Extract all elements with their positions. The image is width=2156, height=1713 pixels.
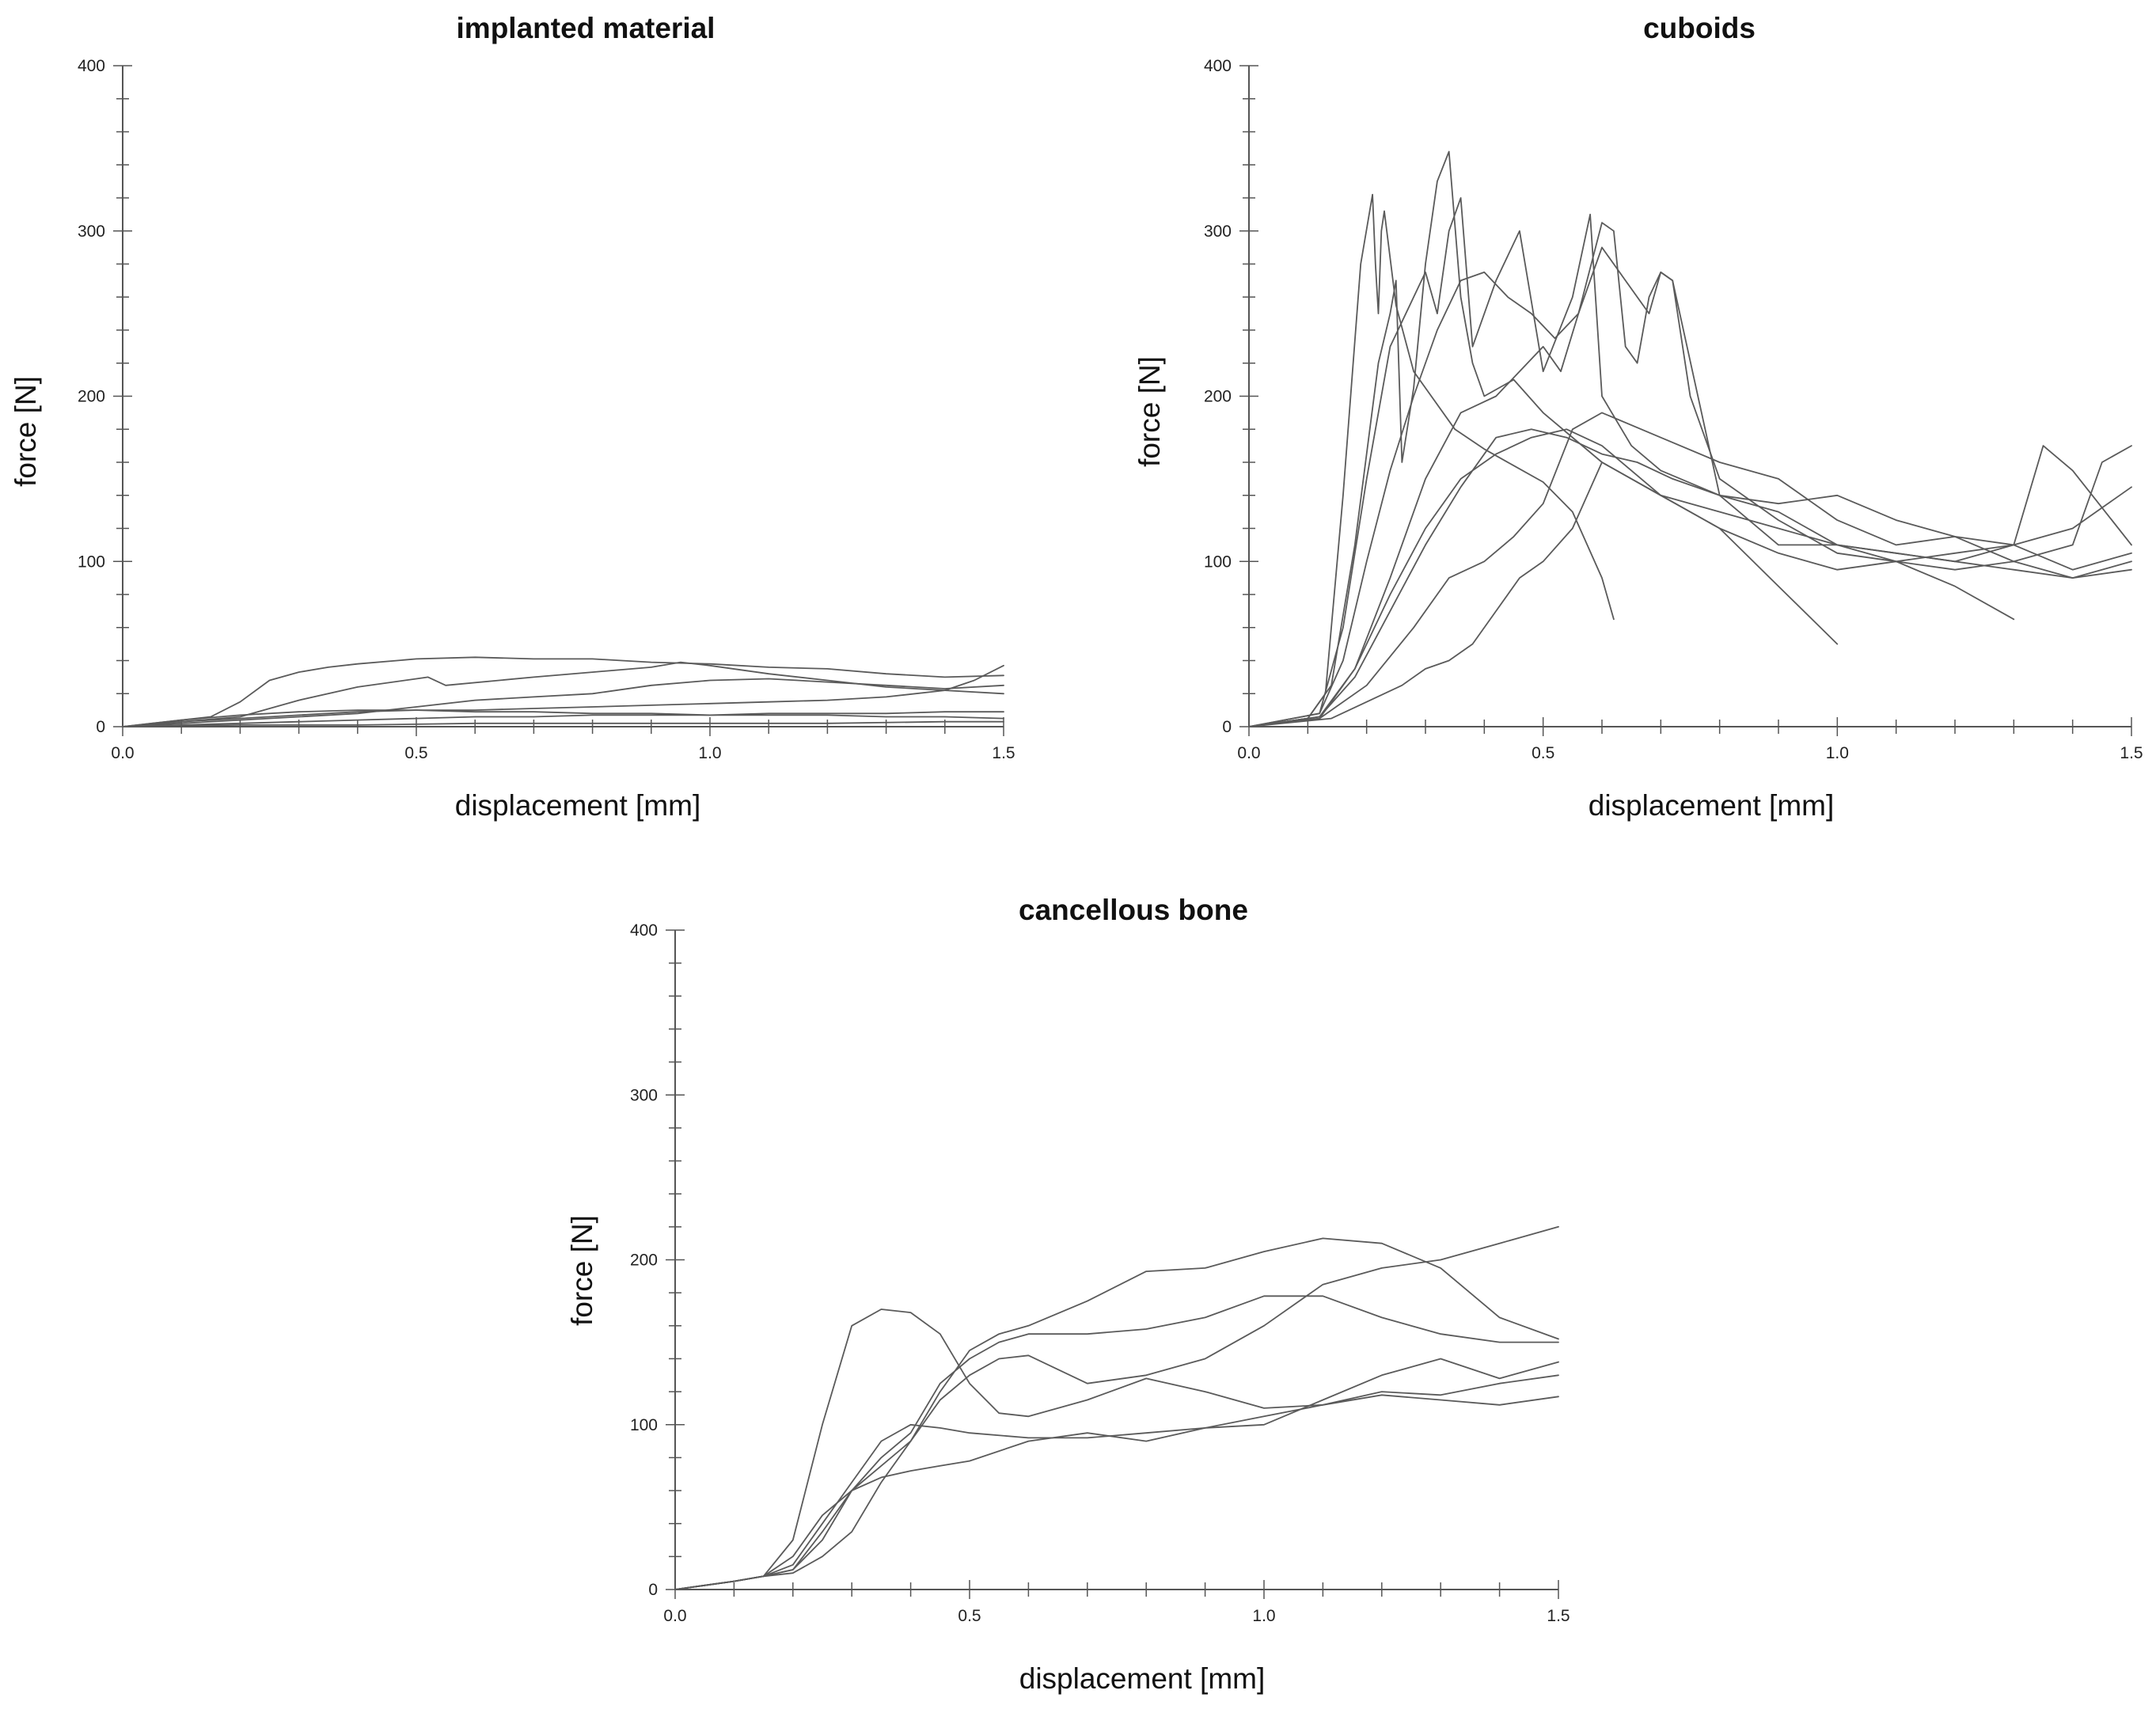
y-tick-label: 400 xyxy=(630,921,658,940)
x-tick-label: 1.5 xyxy=(992,744,1015,762)
series-line-2 xyxy=(122,661,1004,727)
x-tick-label: 0.0 xyxy=(663,1607,686,1625)
y-tick-label: 300 xyxy=(1204,222,1232,241)
y-axis-label: force [N] xyxy=(9,376,42,487)
y-tick-label: 100 xyxy=(78,553,105,571)
series-group xyxy=(1248,150,2132,727)
series-line-3 xyxy=(674,1295,1559,1590)
series-line-1 xyxy=(1248,193,1615,727)
series-line-4 xyxy=(674,1225,1559,1590)
y-tick-label: 300 xyxy=(630,1086,658,1104)
x-tick-label: 0.5 xyxy=(1532,744,1554,762)
y-axis-label: force [N] xyxy=(1133,356,1166,467)
series-line-7 xyxy=(1248,412,2132,727)
series-line-1 xyxy=(674,1308,1559,1590)
y-axis-label: force [N] xyxy=(566,1215,598,1326)
y-tick-label: 0 xyxy=(648,1581,658,1599)
y-tick-label: 200 xyxy=(1204,388,1232,406)
y-tick-label: 0 xyxy=(1222,718,1232,736)
chart-cancellous-bone: cancellous bone 0 100 200 300 400 0.0 0.5 1.0 1.… xyxy=(566,894,1570,1695)
x-axis-label: displacement [mm] xyxy=(1589,789,1835,822)
x-tick-label: 0.0 xyxy=(1237,744,1260,762)
x-tick-label: 1.0 xyxy=(698,744,721,762)
x-tick-label: 0.0 xyxy=(111,744,134,762)
series-line-5 xyxy=(1248,222,2132,727)
chart-title: implanted material xyxy=(457,12,716,44)
series-line-8 xyxy=(1248,461,2015,727)
series-line-6 xyxy=(674,1358,1559,1590)
x-tick-label: 1.5 xyxy=(1547,1607,1570,1625)
y-tick-label: 400 xyxy=(78,57,105,75)
axes: 0 100 200 300 400 0.0 0.5 1.0 1.5 xyxy=(1204,57,2143,762)
series-line-7 xyxy=(122,720,1004,727)
chart-title: cancellous bone xyxy=(1019,894,1248,926)
x-tick-label: 1.0 xyxy=(1826,744,1849,762)
x-axis-label: displacement [mm] xyxy=(455,789,701,822)
series-line-5 xyxy=(122,709,1004,727)
series-line-5 xyxy=(674,1374,1559,1590)
axes: 0 100 200 300 400 0.0 0.5 1.0 1.5 xyxy=(78,57,1015,762)
series-group xyxy=(122,656,1004,727)
y-tick-label: 200 xyxy=(78,388,105,406)
y-tick-label: 200 xyxy=(630,1252,658,1270)
series-line-3 xyxy=(122,678,1004,727)
y-tick-label: 300 xyxy=(78,222,105,241)
y-tick-label: 100 xyxy=(630,1416,658,1434)
series-group xyxy=(674,1225,1559,1590)
series-line-6 xyxy=(1248,428,2132,727)
y-tick-label: 0 xyxy=(96,718,105,736)
x-axis-label: displacement [mm] xyxy=(1019,1662,1266,1695)
chart-cuboids: cuboids 0 100 200 300 400 0.0 0.5 1.0 1.5 displa… xyxy=(1133,12,2143,822)
series-line-2 xyxy=(674,1237,1559,1590)
series-line-1 xyxy=(122,656,1004,727)
x-tick-label: 0.5 xyxy=(958,1607,981,1625)
chart-implanted-material: implanted material 0 100 200 300 400 0.0 0.5 1.… xyxy=(9,12,1015,822)
x-tick-label: 0.5 xyxy=(404,744,427,762)
series-line-6 xyxy=(122,711,1004,727)
series-line-3 xyxy=(1248,197,2132,727)
chart-title: cuboids xyxy=(1643,12,1756,44)
series-line-4 xyxy=(1248,246,2132,727)
axes: 0 100 200 300 400 0.0 0.5 1.0 1.5 xyxy=(630,921,1570,1625)
series-line-2 xyxy=(1248,150,1839,727)
series-line-9 xyxy=(1248,428,2132,727)
y-tick-label: 400 xyxy=(1204,57,1232,75)
x-tick-label: 1.0 xyxy=(1252,1607,1275,1625)
y-tick-label: 100 xyxy=(1204,553,1232,571)
series-line-4 xyxy=(122,664,1004,727)
x-tick-label: 1.5 xyxy=(2120,744,2143,762)
